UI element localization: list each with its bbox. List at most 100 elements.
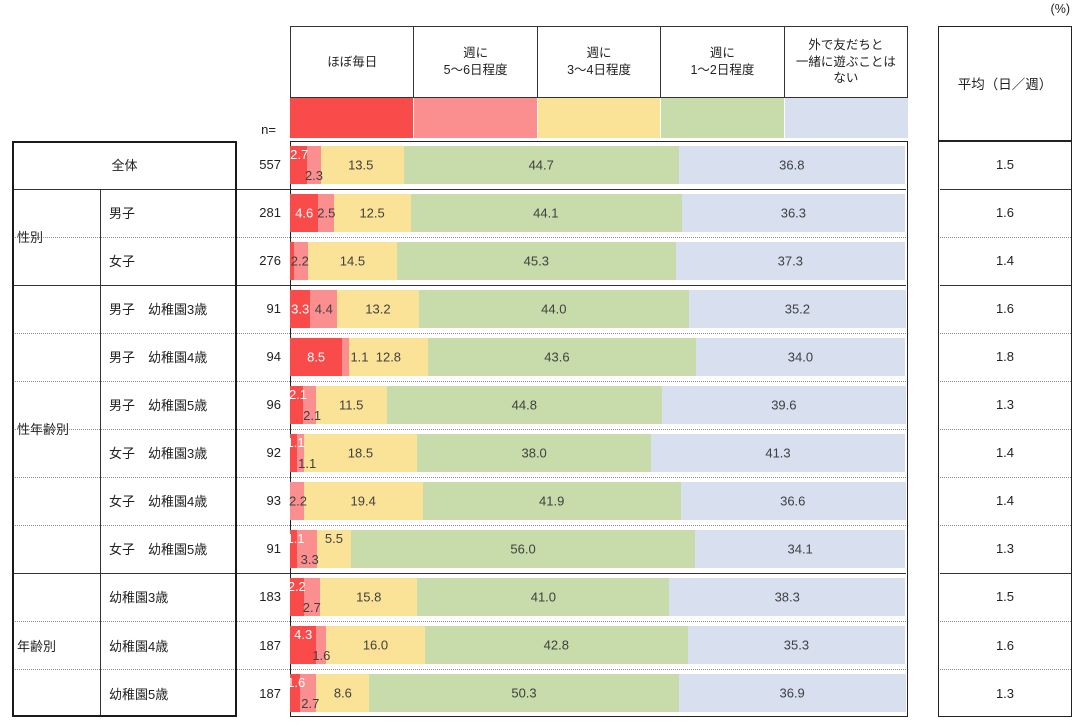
bar-value-label: 1.1 (286, 530, 305, 546)
bar-segment-0 (290, 385, 303, 424)
n-label: n= (261, 122, 276, 137)
bar-value-label: 44.0 (541, 301, 567, 317)
legend-swatch (537, 98, 662, 138)
bar-segment-2 (320, 145, 404, 184)
avg-value: 1.5 (995, 157, 1015, 173)
bar-segment-3 (386, 385, 663, 424)
bar-value-label: 1.6 (287, 675, 306, 691)
bar-segment-3 (397, 241, 676, 280)
bar-value-label: 1.1 (286, 434, 305, 450)
row-label: 幼稚園4歳 (109, 638, 169, 654)
bar-value-label: 14.5 (339, 253, 366, 269)
bar-row: 2.1 2.1 11.5 44.8 39.6 (289, 385, 906, 424)
row-divider (13, 669, 906, 671)
legend-color-band (290, 98, 908, 138)
avg-value: 1.3 (995, 397, 1015, 413)
bar-value-label: 35.3 (783, 637, 810, 653)
bar-segment-3 (418, 289, 690, 328)
bar-value-label: 44.1 (533, 205, 559, 221)
bar-segment-4 (689, 289, 906, 328)
bar-segment-2 (315, 385, 387, 424)
bar-value-label: 36.9 (779, 685, 805, 701)
row-divider (13, 621, 906, 622)
row-divider (13, 284, 906, 286)
bar-value-label: 2.5 (317, 205, 336, 221)
row-divider (939, 428, 1071, 430)
row-divider (13, 236, 906, 238)
legend-header-cell: 外で友だちと 一緒に遊ぶことは ない (795, 37, 896, 86)
row-label: 全体 (111, 158, 138, 174)
bar-segment-4 (680, 481, 906, 520)
bar-value-label: 41.9 (539, 493, 565, 509)
bar-segment-2 (307, 241, 397, 280)
n-value: 183 (259, 589, 281, 605)
bar-value-label: 2.7 (301, 696, 320, 712)
row-divider (939, 284, 1071, 286)
bar-segment-1 (318, 193, 334, 232)
n-value: 93 (266, 493, 281, 509)
avg-value: 1.3 (995, 541, 1015, 557)
legend-swatch (661, 98, 786, 138)
legend-header-cell: 週に 1〜2日程度 (661, 27, 785, 97)
row-label: 男子 幼稚園5歳 (109, 398, 208, 414)
avg-value: 1.5 (995, 589, 1015, 605)
bar-row: 2.2 14.5 45.3 37.3 (290, 241, 905, 280)
bar-value-label: 45.3 (523, 253, 549, 269)
bar-value-label: 12.8 (375, 349, 402, 365)
bar-segment-1 (310, 289, 338, 328)
bar-row: 8.5 1.1 12.8 43.6 34.0 (290, 337, 905, 376)
bar-value-label: 2.7 (290, 146, 309, 162)
bar-value-label: 4.4 (314, 301, 333, 317)
bar-segment-1 (299, 674, 317, 713)
legend-header-row: ほぼ毎日 週に 5〜6日程度 週に 3〜4日程度 週に 1〜2日程度 外で友だちと 一緒… (290, 26, 908, 98)
bar-row: 2.7 2.3 13.5 44.7 36.8 (290, 145, 905, 184)
bar-row: 1.1 1.1 18.5 38.0 41.3 (286, 433, 905, 472)
n-value: 96 (266, 397, 281, 413)
bar-value-label: 12.5 (359, 205, 385, 221)
row-divider (939, 236, 1071, 238)
n-value: 557 (259, 157, 281, 173)
bar-value-label: 44.7 (528, 157, 554, 172)
row-label: 女子 (109, 254, 136, 270)
bar-segment-2 (317, 529, 351, 568)
legend-swatch (290, 98, 414, 138)
bar-segment-1 (303, 577, 321, 616)
group-label: 性別 (17, 230, 44, 246)
row-divider (13, 428, 906, 430)
bar-segment-0 (290, 289, 311, 328)
bar-segment-0 (290, 529, 297, 568)
bar-segment-0 (290, 193, 319, 232)
legend-swatch (785, 98, 908, 138)
n-value: 91 (266, 301, 281, 317)
bar-segment-3 (369, 674, 679, 713)
bar-segment-4 (669, 577, 905, 616)
bar-segment-3 (424, 626, 688, 664)
bar-row: 1.1 3.3 5.5 56.0 34.1 (286, 529, 905, 568)
row-divider (13, 380, 906, 382)
bar-value-label: 44.8 (511, 397, 537, 413)
bar-row: 2.2 2.7 15.8 41.0 38.3 (288, 577, 905, 616)
bar-segment-3 (410, 193, 682, 232)
n-value: 92 (266, 445, 281, 461)
bar-segment-4 (678, 145, 905, 184)
bar-value-label: 3.3 (291, 301, 310, 317)
bar-segment-0 (290, 577, 304, 616)
bar-value-label: 50.3 (511, 685, 537, 701)
bar-value-label: 2.2 (288, 493, 308, 509)
label-table-column-divider (100, 188, 101, 718)
row-label: 幼稚園5歳 (109, 686, 169, 702)
n-value: 187 (259, 637, 281, 653)
avg-value: 1.4 (995, 445, 1015, 461)
legend-header-cell: ほぼ毎日 (291, 27, 415, 97)
bar-value-label: 35.2 (784, 301, 811, 317)
bar-segment-2 (303, 481, 423, 520)
n-value: 94 (266, 349, 281, 365)
bar-segment-3 (403, 145, 679, 184)
bar-value-label: 36.8 (779, 157, 805, 172)
bar-value-label: 15.8 (356, 589, 382, 605)
bar-segment-0 (290, 674, 300, 713)
row-label: 幼稚園3歳 (109, 590, 169, 606)
avg-value: 1.6 (995, 301, 1015, 317)
bar-segment-0 (290, 433, 297, 472)
